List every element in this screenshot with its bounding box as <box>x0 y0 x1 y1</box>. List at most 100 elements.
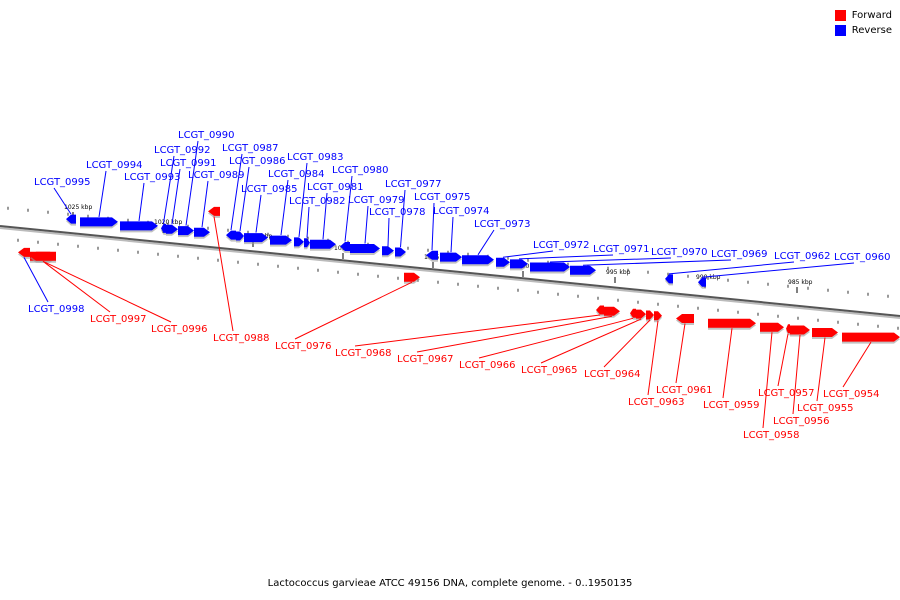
gene-leader-line <box>201 180 209 228</box>
scale-label: 1000 kbp <box>514 263 542 270</box>
gene-arrow <box>382 246 394 256</box>
gene-label: LCGT_0966 <box>459 360 516 371</box>
gene-label: LCGT_0968 <box>335 348 392 359</box>
gene-label: LCGT_0965 <box>521 365 578 376</box>
legend-reverse-label: Reverse <box>851 25 892 36</box>
gene-arrow <box>178 226 194 236</box>
legend-forward-label: Forward <box>851 10 892 21</box>
gene-leader-line <box>42 260 172 323</box>
gene-leader-line <box>478 317 634 359</box>
gene-arrow <box>340 242 350 251</box>
gene-label: LCGT_0997 <box>90 314 147 325</box>
gene-arrow <box>194 227 210 237</box>
gene-leader-line <box>230 153 243 231</box>
gene-leader-line <box>354 314 601 347</box>
gene-label: LCGT_0975 <box>414 192 471 203</box>
gene-leader-line <box>53 187 72 215</box>
gene-leader-line <box>450 216 454 253</box>
gene-arrow <box>80 217 118 227</box>
gene-arrow <box>462 255 494 265</box>
gene-leader-line <box>185 140 199 226</box>
gene-label: LCGT_0990 <box>178 130 235 141</box>
gene-label: LCGT_0996 <box>151 324 208 335</box>
gene-arrow <box>395 247 406 257</box>
gene-label: LCGT_0977 <box>385 179 442 190</box>
gene-arrow <box>786 324 790 334</box>
gene-label: LCGT_0960 <box>834 252 891 263</box>
gene-arrow <box>665 274 673 284</box>
gene-leader-line <box>280 179 289 236</box>
gene-leader-line <box>171 168 181 225</box>
gene-leader-line <box>762 332 773 429</box>
gene-arrow <box>654 311 662 321</box>
gene-leader-line <box>387 217 390 246</box>
gene-leader-line <box>138 182 145 221</box>
gene-label: LCGT_0973 <box>474 219 531 230</box>
gene-label: LCGT_0955 <box>797 403 854 414</box>
gene-leader-line <box>582 259 732 266</box>
gene-label: LCGT_0969 <box>711 249 768 260</box>
gene-label: LCGT_0961 <box>656 385 713 396</box>
scale-label: 1005 kbp <box>424 254 452 261</box>
gene-leader-line <box>42 260 111 313</box>
gene-label: LCGT_0954 <box>823 389 880 400</box>
gene-leader-line <box>306 206 310 238</box>
gene-label: LCGT_0988 <box>213 333 270 344</box>
gene-label: LCGT_0963 <box>628 397 685 408</box>
gene-arrow <box>440 252 462 262</box>
gene-label: LCGT_0984 <box>268 169 325 180</box>
gene-leader-line <box>400 189 406 248</box>
gene-leader-line <box>477 229 495 256</box>
gene-arrow <box>120 221 158 231</box>
gene-leader-line <box>298 162 308 237</box>
gene-leader-line <box>777 333 789 387</box>
gene-arrow <box>426 250 438 260</box>
gene-label: LCGT_0962 <box>774 251 831 262</box>
gene-leader-line <box>213 216 234 332</box>
gene-arrow <box>636 309 646 319</box>
gene-leader-line <box>792 334 801 415</box>
gene-label: LCGT_0976 <box>275 341 332 352</box>
gene-leader-line <box>540 318 642 364</box>
gene-label: LCGT_0993 <box>124 172 181 183</box>
gene-arrow <box>676 314 694 323</box>
map-caption: Lactococcus garvieae ATCC 49156 DNA, com… <box>267 578 633 589</box>
gene-leader-line <box>502 250 554 258</box>
gene-arrow <box>760 322 784 332</box>
gene-leader-line <box>603 319 651 368</box>
gene-label: LCGT_0964 <box>584 369 641 380</box>
scale-label: 985 kbp <box>788 279 813 286</box>
gene-label: LCGT_0991 <box>160 158 217 169</box>
gene-arrow <box>226 230 236 240</box>
gene-leader-line <box>294 281 413 340</box>
gene-arrow <box>166 224 178 234</box>
gene-label: LCGT_0959 <box>703 400 760 411</box>
gene-arrow <box>18 247 30 257</box>
gene-leader-line <box>701 262 855 278</box>
gene-arrow <box>304 238 310 248</box>
gene-label: LCGT_0956 <box>773 416 830 427</box>
gene-arrow <box>510 259 528 269</box>
gene-label: LCGT_0957 <box>758 388 815 399</box>
gene-label: LCGT_0972 <box>533 240 590 251</box>
gene-leader-line <box>647 320 659 396</box>
strand-legend: Forward Reverse <box>834 8 892 38</box>
gene-arrow <box>244 233 268 243</box>
gene-arrow <box>596 305 604 315</box>
gene-leader-line <box>816 337 826 402</box>
gene-arrow <box>496 257 510 267</box>
gene-leader-line <box>322 192 328 240</box>
gene-label: LCGT_0998 <box>28 304 85 315</box>
gene-label: LCGT_0986 <box>229 156 286 167</box>
gene-label: LCGT_0970 <box>651 247 708 258</box>
scale-label: 1020 kbp <box>154 219 182 226</box>
gene-leader-line <box>255 194 262 233</box>
gene-arrow <box>604 306 620 316</box>
gene-label: LCGT_0974 <box>433 206 490 217</box>
gene-arrow <box>570 265 596 275</box>
gene-label: LCGT_0992 <box>154 145 211 156</box>
gene-arrow <box>404 272 420 282</box>
gene-leader-line <box>163 155 175 224</box>
gene-label: LCGT_0958 <box>743 430 800 441</box>
